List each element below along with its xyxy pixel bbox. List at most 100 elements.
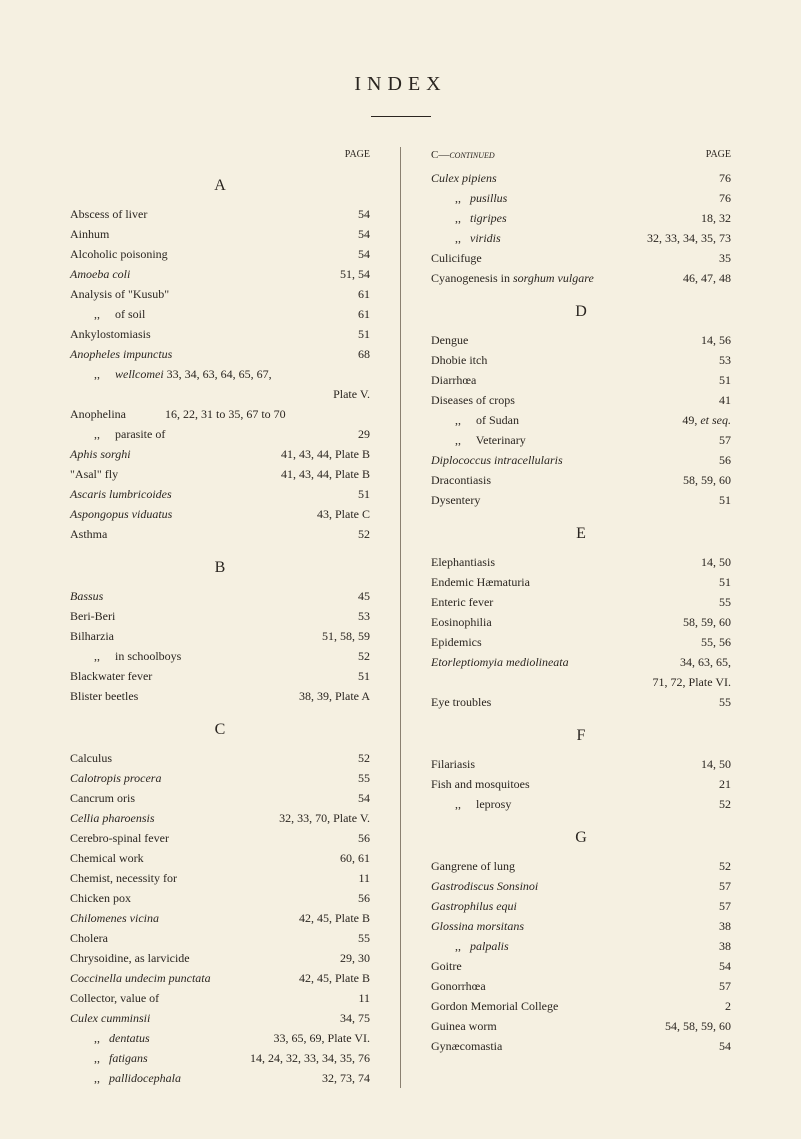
index-entry: Guinea worm54, 58, 59, 60 xyxy=(431,1016,731,1036)
entry-page: 42, 45, Plate B xyxy=(299,969,370,987)
entry-page: 45 xyxy=(358,587,370,605)
entry-dots xyxy=(495,705,715,706)
entry-dots xyxy=(290,417,366,418)
index-entry: Goitre54 xyxy=(431,956,731,976)
entry-label: Fish and mosquitoes xyxy=(431,775,530,793)
entry-label: Diarrhœa xyxy=(431,371,476,389)
entry-page: 55 xyxy=(719,693,731,711)
entry-page: 32, 33, 70, Plate V. xyxy=(279,809,370,827)
entry-page: 57 xyxy=(719,977,731,995)
entry-dots xyxy=(152,1061,246,1062)
index-entry: Ankylostomiasis51 xyxy=(70,324,370,344)
entry-label: Gonorrhœa xyxy=(431,977,486,995)
section-letter: G xyxy=(431,826,731,850)
entry-dots xyxy=(156,679,354,680)
index-entry: ,, Veterinary57 xyxy=(431,430,731,450)
entry-dots xyxy=(154,1021,336,1022)
continued-header: C—continued xyxy=(431,147,495,164)
entry-dots xyxy=(163,921,295,922)
entry-label: Gordon Memorial College xyxy=(431,997,558,1015)
entry-dots xyxy=(499,565,697,566)
entry-label: Abscess of liver xyxy=(70,205,147,223)
entry-label: Gynæcomastia xyxy=(431,1037,502,1055)
index-entry: Alcoholic poisoning54 xyxy=(70,244,370,264)
entry-label: ,, leprosy xyxy=(455,795,511,813)
entry-label: Ascaris lumbricoides xyxy=(70,485,172,503)
index-entry: Collector, value of 11 xyxy=(70,988,370,1008)
entry-page: 57 xyxy=(719,897,731,915)
entry-label: Blackwater fever xyxy=(70,667,152,685)
entry-label: Blister beetles xyxy=(70,687,138,705)
entry-dots xyxy=(148,861,336,862)
page-title: INDEX xyxy=(70,73,731,96)
entry-dots xyxy=(173,841,354,842)
entry-page: 11 xyxy=(358,989,370,1007)
entry-page: 60, 61 xyxy=(340,849,370,867)
entry-label: Aphis sorghi xyxy=(70,445,131,463)
entry-label: Gangrene of lung xyxy=(431,857,515,875)
entry-label: ,, pallidocephala xyxy=(94,1069,181,1087)
column-divider xyxy=(400,147,401,1088)
entry-label: Culex cumminsii xyxy=(70,1009,150,1027)
entry-label: Dhobie itch xyxy=(431,351,487,369)
entry-dots xyxy=(534,787,715,788)
entry-page: 14, 50 xyxy=(701,553,731,571)
index-entry: Calotropis procera55 xyxy=(70,768,370,788)
index-entry: Chilomenes vicina42, 45, Plate B xyxy=(70,908,370,928)
entry-label: Dracontiasis xyxy=(431,471,491,489)
index-entry: Enteric fever55 xyxy=(431,592,731,612)
index-entry: Chemical work 60, 61 xyxy=(70,848,370,868)
entry-label: Beri-Beri xyxy=(70,607,115,625)
entry-page: 52 xyxy=(719,795,731,813)
entry-page: 55 xyxy=(358,929,370,947)
entry-dots xyxy=(118,639,318,640)
entry-page: 56 xyxy=(358,889,370,907)
entry-dots xyxy=(151,217,354,218)
index-entry: ,, leprosy 52 xyxy=(431,794,731,814)
entry-label: Dysentery xyxy=(431,491,480,509)
entry-dots xyxy=(142,699,295,700)
entry-label: ,, dentatus xyxy=(94,1029,150,1047)
index-entry: Asthma52 xyxy=(70,524,370,544)
entry-dots xyxy=(149,317,354,318)
index-entry: Chemist, necessity for11 xyxy=(70,868,370,888)
entry-page: 76 xyxy=(719,189,731,207)
index-entry: Abscess of liver54 xyxy=(70,204,370,224)
entry-label: Etorleptiomyia mediolineata xyxy=(431,653,569,671)
index-entry: Gordon Memorial College2 xyxy=(431,996,731,1016)
entry-dots xyxy=(116,761,354,762)
index-entry: Ascaris lumbricoides51 xyxy=(70,484,370,504)
entry-dots xyxy=(521,909,715,910)
index-entry: Gangrene of lung52 xyxy=(431,856,731,876)
entry-page: 52 xyxy=(358,647,370,665)
index-entry: Etorleptiomyia mediolineata34, 63, 65, xyxy=(431,652,731,672)
entry-dots xyxy=(135,457,277,458)
entry-dots xyxy=(486,645,697,646)
entry-page: 38, 39, Plate A xyxy=(299,687,370,705)
entry-label: Chemical work xyxy=(70,849,144,867)
entry-label: ,, of soil xyxy=(94,305,145,323)
entry-dots xyxy=(122,477,277,478)
entry-dots xyxy=(480,383,715,384)
index-entry: Cerebro-spinal fever56 xyxy=(70,828,370,848)
entry-label: Cerebro-spinal fever xyxy=(70,829,169,847)
index-entry: Anopheles impunctus68 xyxy=(70,344,370,364)
entry-label: Gastrophilus equi xyxy=(431,897,517,915)
entry-label: Collector, value of xyxy=(70,989,159,1007)
entry-dots xyxy=(181,881,354,882)
entry-dots xyxy=(542,889,715,890)
entry-dots xyxy=(505,241,643,242)
index-entry: Cancrum oris54 xyxy=(70,788,370,808)
entry-dots xyxy=(495,483,679,484)
entry-dots xyxy=(567,463,715,464)
index-entry: Calculus52 xyxy=(70,748,370,768)
entry-page: 32, 73, 74 xyxy=(322,1069,370,1087)
entry-dots xyxy=(573,665,676,666)
index-entry: "Asal" fly41, 43, 44, Plate B xyxy=(70,464,370,484)
entry-page: 53 xyxy=(719,351,731,369)
entry-dots xyxy=(528,929,715,930)
entry-label: Guinea worm xyxy=(431,1017,497,1035)
entry-label: Culex pipiens xyxy=(431,169,497,187)
entry-dots xyxy=(501,181,715,182)
entry-page: 21 xyxy=(719,775,731,793)
